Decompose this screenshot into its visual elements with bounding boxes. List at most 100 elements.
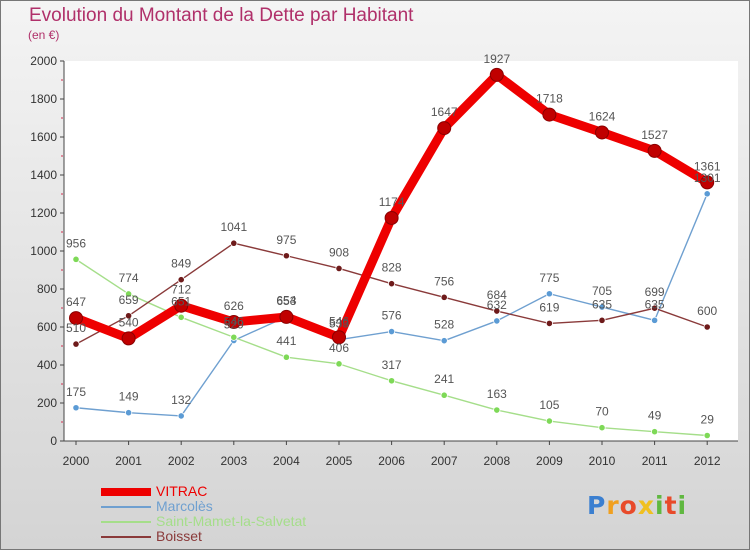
y-tick-label: 1200 [30,206,57,220]
data-point [282,252,290,260]
data-label: 1624 [589,109,616,123]
logo-letter: P [587,491,607,520]
data-point [650,304,659,312]
logo-letter: t [664,491,678,520]
data-point [489,67,504,82]
data-label: 635 [645,297,665,311]
legend-label: Marcolès [156,498,213,514]
data-label: 699 [645,285,665,299]
data-point [72,255,80,263]
data-point [230,333,238,341]
y-tick-label: 1800 [30,92,57,106]
data-label: 975 [276,233,296,247]
data-label: 241 [434,372,454,386]
data-point [440,337,448,345]
data-label: 29 [701,412,715,426]
data-point [650,428,659,436]
data-label: 705 [592,284,612,298]
data-point [440,293,448,301]
data-point [177,313,185,321]
data-point [335,360,343,368]
data-label: 635 [592,297,612,311]
plot-area [64,61,738,441]
x-tick-label: 2010 [589,454,616,468]
y-tick-label: 400 [37,358,57,372]
x-tick-label: 2007 [431,454,458,468]
data-label: 540 [119,315,139,329]
data-label: 70 [595,405,609,419]
data-label: 546 [329,314,349,328]
data-label: 775 [539,271,559,285]
data-point [598,303,606,311]
data-point [437,121,452,136]
data-label: 908 [329,245,349,259]
data-label: 849 [171,257,191,271]
proxiti-logo: Proxiti [587,491,687,520]
data-point [177,276,185,284]
data-point [387,327,396,336]
data-label: 654 [276,294,296,308]
logo-letter: i [655,491,665,520]
x-tick-label: 2004 [273,454,300,468]
data-label: 510 [66,321,86,335]
data-point [595,125,609,140]
data-point [69,311,83,326]
x-tick-label: 2012 [694,454,721,468]
y-tick-label: 1000 [30,244,57,258]
data-label: 956 [66,236,86,250]
data-label: 1527 [641,128,668,142]
data-label: 1927 [483,52,510,66]
x-tick-label: 2003 [220,454,247,468]
data-point [700,175,715,190]
data-point [226,315,241,330]
logo-letter: r [606,491,620,520]
y-tick-label: 0 [50,434,57,448]
data-label: 1647 [431,105,458,119]
data-point [125,312,133,320]
x-tick-label: 2008 [483,454,510,468]
data-label: 1361 [694,159,721,173]
data-label: 576 [382,309,402,323]
data-label: 175 [66,385,86,399]
data-point [493,307,501,315]
data-point [387,377,396,385]
legend-swatch [101,488,151,496]
chart-title: Evolution du Montant de la Dette par Hab… [29,5,414,26]
data-point [493,406,501,414]
logo-letter: i [677,491,688,520]
y-tick-label: 200 [37,396,57,410]
data-point [703,323,711,331]
data-label: 546 [224,314,244,328]
data-label: 317 [382,358,402,372]
data-label: 105 [539,398,559,412]
data-point [545,319,554,327]
data-label: 653 [276,294,296,308]
data-point [125,290,133,298]
data-point [440,391,448,399]
data-point [387,280,396,288]
data-point [72,340,80,348]
data-label: 528 [434,318,454,332]
data-point [279,309,294,324]
data-label: 659 [119,293,139,307]
data-point [493,317,501,325]
data-point [542,107,557,122]
data-label: 828 [382,261,402,275]
data-point [282,353,290,361]
data-point [598,424,606,432]
data-label: 647 [66,295,86,309]
data-label: 651 [171,294,191,308]
data-label: 533 [329,317,349,331]
data-label: 774 [119,271,139,285]
y-tick-label: 1600 [30,130,57,144]
data-label: 600 [697,304,717,318]
x-tick-label: 2005 [326,454,353,468]
data-point [545,290,554,298]
data-label: 626 [224,299,244,313]
y-tick-label: 1400 [30,168,57,182]
data-label: 1718 [536,92,563,106]
data-label: 441 [276,334,296,348]
logo-letter: o [619,491,638,520]
x-tick-label: 2000 [63,454,90,468]
